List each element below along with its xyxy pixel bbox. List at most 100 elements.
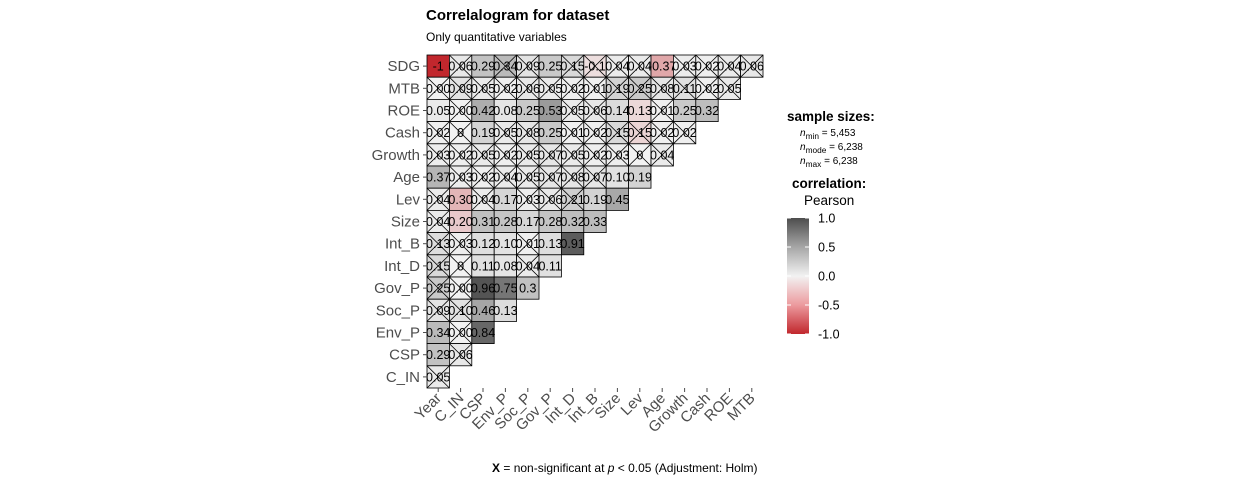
nonsignificant-cross [449, 165, 473, 189]
heatmap-cell [516, 276, 540, 300]
cell-value-label: 0.29 [471, 60, 495, 74]
x-axis-ticks: YearC_INCSPEnv_PSoc_PGov_PInt_DInt_BSize… [412, 388, 759, 436]
nonsignificant-cross [561, 54, 585, 78]
nonsignificant-cross [426, 210, 450, 233]
nonsignificant-cross [628, 143, 652, 167]
cell-value-label: 0.96 [471, 282, 495, 296]
correlation-legend: 1.0 0.5 0.0 -0.5 -1.0 [787, 212, 840, 342]
y-tick-label: MTB [388, 80, 420, 97]
nonsignificant-cross [449, 99, 473, 122]
nonsignificant-cross [717, 54, 741, 78]
cell-value-label: 0.20 [448, 215, 472, 229]
legend-sample-sizes-title: sample sizes: [787, 109, 875, 124]
cell-value-label: 0.53 [538, 104, 562, 118]
cell-value-label: 0.17 [516, 215, 540, 229]
nonsignificant-cross [449, 121, 473, 145]
nonsignificant-cross [471, 187, 495, 211]
nonsignificant-cross [561, 165, 585, 189]
cell-value-label: 0.34 [426, 326, 450, 340]
cell-value-label: 0.25 [538, 60, 562, 74]
nonsignificant-cross [561, 121, 585, 145]
nonsignificant-cross [583, 165, 607, 189]
y-tick-label: SDG [387, 58, 420, 75]
nonsignificant-cross [605, 121, 629, 145]
nonsignificant-cross [471, 76, 495, 100]
nonsignificant-cross [583, 143, 607, 167]
cell-value-label: 0.32 [695, 104, 719, 118]
y-tick-label: Int_B [385, 236, 420, 253]
legend-n-max: nmax = 6,238 [800, 156, 858, 169]
legend-n-min: nmin = 5,453 [800, 128, 856, 141]
cell-value-label: 0.19 [471, 126, 495, 140]
cell-value-label: -1 [433, 60, 444, 74]
nonsignificant-cross [605, 76, 629, 100]
cell-value-label: 0.08 [493, 104, 517, 118]
legend-correlation-title: correlation: [792, 176, 867, 191]
nonsignificant-cross [516, 232, 540, 256]
nonsignificant-cross [695, 76, 719, 100]
heatmap-cell [493, 298, 518, 322]
y-tick-label: CSP [389, 347, 420, 364]
y-tick-label: Age [393, 169, 420, 186]
cell-value-label: 0.45 [605, 193, 629, 207]
x-tick-label: MTB [724, 390, 758, 424]
nonsignificant-cross [516, 254, 540, 278]
y-tick-label: C_IN [386, 369, 420, 386]
nonsignificant-cross [673, 76, 697, 100]
y-tick-label: Cash [385, 125, 420, 142]
y-tick-label: Size [391, 214, 420, 231]
y-tick-label: Int_D [384, 258, 420, 275]
cell-value-label: 0.11 [471, 259, 494, 273]
nonsignificant-cross [650, 99, 674, 122]
legend-n-mode: nmode = 6,238 [800, 142, 863, 155]
nonsignificant-cross [673, 54, 697, 78]
cell-value-label: 0.13 [538, 237, 562, 251]
nonsignificant-cross [605, 143, 629, 167]
cell-value-label: 0.12 [471, 237, 495, 251]
cell-value-label: 0.08 [493, 259, 517, 273]
nonsignificant-cross [516, 187, 540, 211]
nonsignificant-cross [493, 143, 517, 167]
nonsignificant-cross [516, 165, 540, 189]
cell-value-label: 0.14 [605, 104, 629, 118]
nonsignificant-cross [673, 121, 697, 145]
nonsignificant-cross [538, 187, 562, 211]
legend-tick-label: -1.0 [818, 328, 840, 342]
nonsignificant-cross [740, 54, 764, 78]
page-title: Correlalogram for dataset [426, 7, 610, 24]
heatmap-cell [628, 165, 652, 189]
page-subtitle: Only quantitative variables [426, 30, 567, 44]
nonsignificant-cross [493, 76, 517, 100]
legend-tick-label: -0.5 [818, 299, 840, 313]
nonsignificant-cross [426, 232, 450, 256]
nonsignificant-cross [605, 54, 629, 78]
nonsignificant-cross [561, 143, 585, 167]
nonsignificant-cross [650, 143, 674, 167]
nonsignificant-cross [583, 121, 607, 145]
nonsignificant-cross [538, 76, 562, 100]
y-tick-label: Gov_P [374, 280, 420, 297]
nonsignificant-cross [426, 76, 450, 100]
cell-value-label: 0.25 [516, 104, 540, 118]
nonsignificant-cross [449, 232, 473, 256]
y-tick-label: Lev [396, 191, 421, 208]
cell-value-label: 0.32 [560, 215, 584, 229]
cell-value-label: 0.29 [426, 348, 450, 362]
legend-tick-label: 0.0 [818, 270, 835, 284]
cell-value-label: 0.46 [471, 304, 495, 318]
nonsignificant-cross [561, 187, 585, 211]
nonsignificant-cross [426, 365, 450, 389]
heatmap-cell [583, 209, 607, 233]
y-axis-ticks: SDG MTB ROE Cash Growth Age Lev Size Int_B Int_D G… [372, 58, 427, 386]
nonsignificant-cross [449, 143, 473, 167]
heatmap-cell [471, 320, 495, 344]
nonsignificant-cross [471, 143, 495, 167]
nonsignificant-cross [426, 298, 450, 322]
legend-tick-label: 1.0 [818, 212, 835, 226]
nonsignificant-cross [516, 54, 540, 78]
nonsignificant-cross [449, 254, 473, 278]
cell-value-label: 0.37 [426, 171, 450, 185]
y-tick-label: Soc_P [376, 302, 420, 319]
cell-value-label: 0.19 [628, 171, 652, 185]
